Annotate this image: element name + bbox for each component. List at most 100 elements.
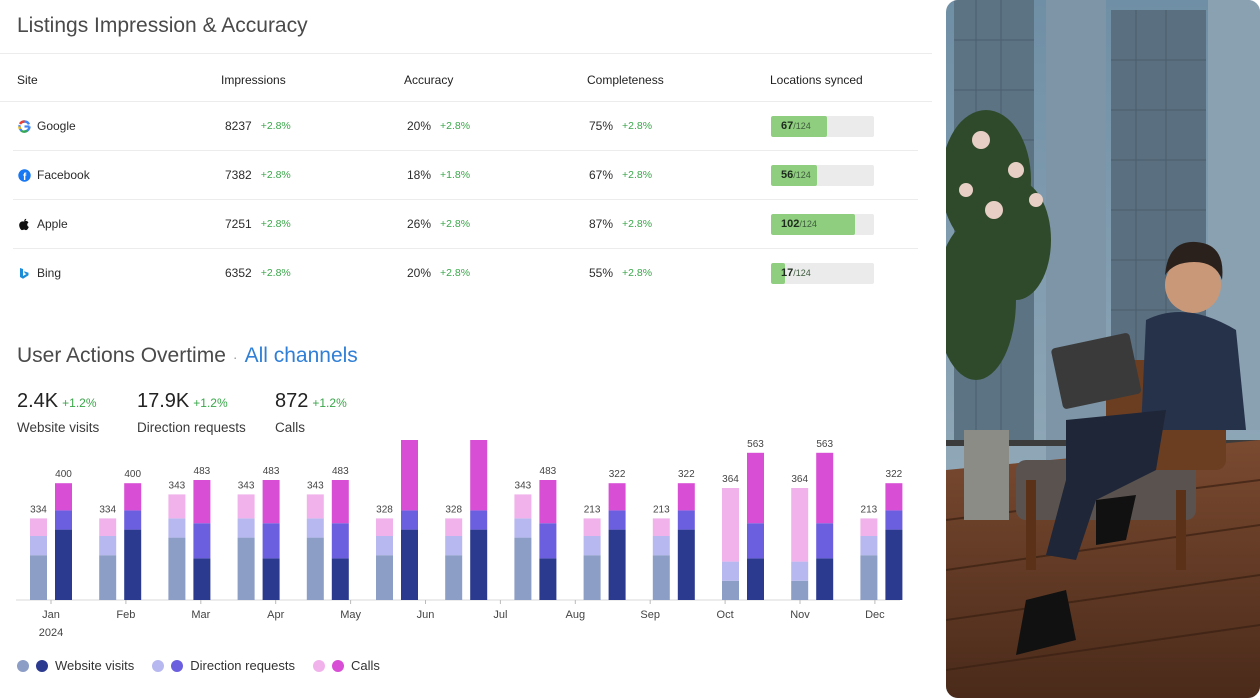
synced-count: 102 [781, 218, 800, 230]
bar-total-label: 334 [30, 504, 47, 515]
bar-direction-requests-light [583, 536, 601, 556]
bar-website-visits-dark [816, 558, 834, 600]
legend-website-visits[interactable]: Website visits [17, 658, 134, 673]
bar-direction-requests-dark [885, 510, 903, 530]
completeness-value: 75% [589, 119, 614, 133]
bar-total-label: 343 [238, 480, 255, 491]
bar-website-visits-dark [539, 558, 557, 600]
stat-direction-requests: 17.9K +1.2% Direction requests [137, 390, 246, 435]
x-tick-label: Feb [116, 609, 135, 621]
bar-total-label: 364 [722, 474, 739, 485]
title-divider [0, 53, 932, 54]
accuracy-value: 26% [407, 217, 432, 231]
sync-progress-bar: 102/124 [771, 214, 874, 235]
impressions-delta: +2.8% [260, 218, 291, 230]
bar-calls-light [860, 518, 878, 536]
bar-calls-dark [816, 452, 834, 524]
all-channels-link[interactable]: All channels [244, 344, 358, 367]
bar-total-label: 483 [263, 466, 280, 477]
x-tick-label: Mar [191, 609, 210, 621]
bar-direction-requests-dark [193, 523, 211, 559]
sync-progress-label: 67/124 [781, 120, 811, 132]
accuracy-delta: +2.8% [440, 218, 471, 230]
stat-label: Direction requests [137, 420, 246, 435]
synced-total: /124 [793, 268, 811, 278]
bar-direction-requests-light [168, 518, 186, 538]
chart-legend: Website visits Direction requests Calls [17, 658, 398, 673]
column-completeness: Completeness [587, 73, 664, 87]
bar-website-visits-light [237, 537, 255, 600]
bar-website-visits-dark [747, 558, 764, 600]
bar-website-visits-light [445, 555, 463, 600]
site-name: Bing [37, 266, 62, 280]
table-row-google[interactable]: Google 8237 +2.8% 20% +2.8% 75% +2.8% 67/124 [13, 102, 918, 151]
bar-direction-requests-light [99, 536, 117, 556]
bar-website-visits-light [722, 580, 739, 600]
bar-website-visits-light [791, 580, 809, 600]
stat-value: 872 [275, 390, 309, 412]
title-separator: · [232, 349, 238, 365]
bar-calls-light [237, 494, 255, 519]
bar-direction-requests-dark [124, 510, 142, 530]
bar-total-label: 213 [653, 504, 670, 515]
bar-total-label: 213 [584, 504, 601, 515]
impressions-cell: 7382 +2.8% [225, 168, 291, 182]
site-cell: Google [17, 119, 76, 133]
legend-label: Website visits [55, 658, 135, 673]
bar-total-label: 322 [678, 469, 695, 480]
bar-calls-dark [608, 483, 626, 511]
bar-total-label: 364 [791, 474, 808, 485]
stat-website-visits: 2.4K +1.2% Website visits [17, 390, 99, 435]
completeness-cell: 67% +2.8% [589, 168, 652, 182]
bar-total-label: 334 [99, 504, 116, 515]
table-row-bing[interactable]: Bing 6352 +2.8% 20% +2.8% 55% +2.8% 17/124 [13, 249, 918, 298]
impressions-value: 7251 [225, 217, 252, 231]
bar-calls-light [791, 488, 809, 562]
bar-calls-light [99, 518, 117, 536]
stat-label: Website visits [17, 420, 100, 435]
bar-total-label: 483 [194, 466, 211, 477]
bar-website-visits-dark [331, 558, 349, 600]
legend-swatch-light [313, 659, 326, 672]
bar-website-visits-light [860, 555, 878, 600]
bar-calls-dark [470, 440, 488, 511]
accuracy-delta: +2.8% [440, 267, 471, 279]
bar-website-visits-light [514, 537, 532, 600]
bar-calls-light [722, 488, 739, 562]
bar-direction-requests-light [860, 536, 878, 556]
bar-calls-dark [331, 480, 349, 524]
legend-calls[interactable]: Calls [313, 658, 380, 673]
bar-direction-requests-light [514, 518, 532, 538]
bar-website-visits-dark [677, 529, 695, 600]
column-site: Site [17, 73, 38, 87]
bar-total-label: 563 [816, 440, 833, 450]
bar-total-label: 343 [307, 480, 324, 491]
facebook-icon: f [17, 168, 31, 182]
impressions-cell: 7251 +2.8% [225, 217, 291, 231]
x-tick-label: Jul [493, 609, 507, 621]
impressions-value: 6352 [225, 266, 252, 280]
bar-calls-light [376, 518, 393, 536]
bar-website-visits-light [376, 555, 393, 600]
accuracy-delta: +2.8% [440, 120, 471, 132]
user-actions-chart: 3344003344003434833434833434833285833285… [0, 426, 932, 645]
x-tick-label: Oct [717, 609, 734, 621]
table-row-facebook[interactable]: f Facebook 7382 +2.8% 18% +1.8% 67% +2.8% 56/124 [13, 151, 918, 200]
stat-label: Calls [275, 420, 306, 435]
bar-calls-light [168, 494, 186, 519]
table-row-apple[interactable]: Apple 7251 +2.8% 26% +2.8% 87% +2.8% 102/124 [13, 200, 918, 249]
bar-calls-dark [677, 483, 695, 511]
legend-swatch-dark [332, 659, 345, 672]
bar-total-label: 563 [747, 440, 764, 450]
actions-header: User Actions Overtime · All channels [17, 344, 358, 368]
bar-total-label: 483 [332, 466, 349, 477]
bar-calls-dark [262, 480, 280, 524]
listings-title: Listings Impression & Accuracy [17, 14, 308, 37]
bar-direction-requests-dark [816, 523, 834, 559]
table-header: Site Impressions Accuracy Completeness L… [0, 54, 932, 102]
synced-total: /124 [793, 170, 811, 180]
impressions-delta: +2.8% [260, 267, 291, 279]
legend-direction-requests[interactable]: Direction requests [152, 658, 295, 673]
site-name: Google [37, 119, 76, 133]
bar-total-label: 400 [55, 469, 72, 480]
